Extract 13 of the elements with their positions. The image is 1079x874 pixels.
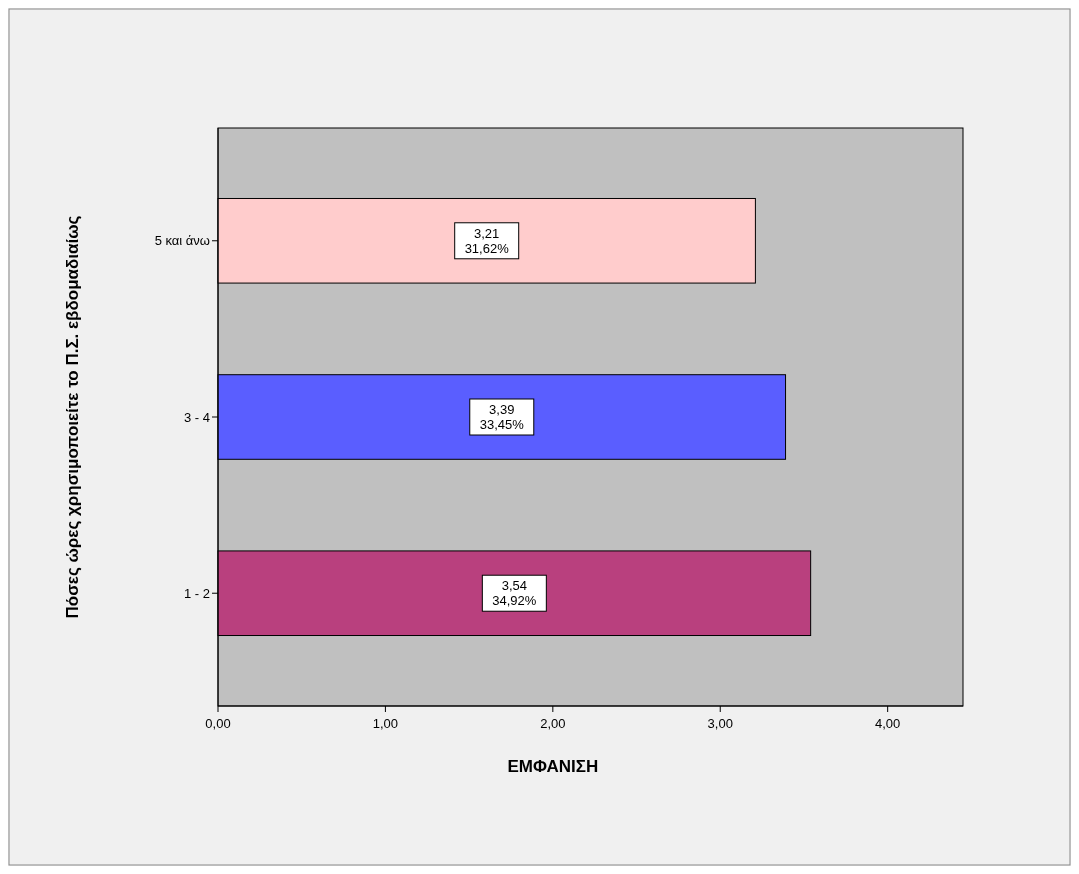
data-label: 3,39 33,45% (479, 402, 525, 432)
y-axis-title: Πόσες ώρες χρησιμοποιείτε το Π.Σ. εβδομαδιαίως (63, 215, 82, 619)
y-tick-label: 3 - 4 (183, 409, 210, 425)
data-label: 3,54 34,92% (492, 578, 537, 609)
data-label: 3,21 31,62% (464, 225, 510, 256)
x-tick-label: 2,00 (540, 716, 566, 731)
x-tick-label: 0,00 (205, 716, 231, 731)
x-tick-label: 3,00 (707, 716, 733, 731)
y-tick-label: 5 και άνω (154, 233, 210, 249)
x-tick-label: 4,00 (875, 716, 901, 731)
x-tick-label: 1,00 (372, 716, 399, 731)
x-axis-title: ΕΜΦΑΝΙΣΗ (507, 757, 599, 776)
y-tick-label: 1 - 2 (183, 585, 210, 601)
